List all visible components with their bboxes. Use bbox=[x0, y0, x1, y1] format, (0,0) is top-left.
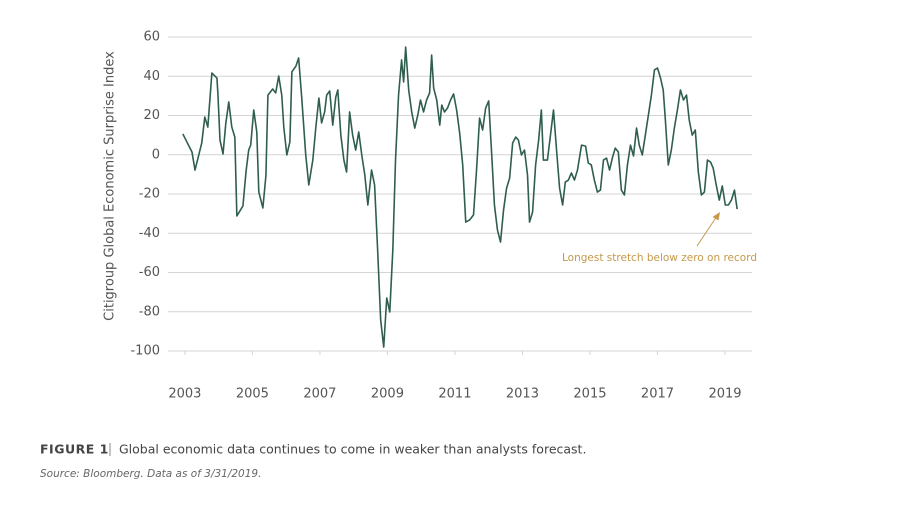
x-tick-label: 2007 bbox=[303, 387, 336, 402]
y-tick-label: -100 bbox=[130, 344, 160, 359]
x-tick-label: 2019 bbox=[708, 387, 741, 402]
ticks: -100 -80 -60 -40 -20 0 20 40 60 2003 2005 2007 2009 2… bbox=[130, 30, 741, 402]
caption: Global economic data continues to come i… bbox=[119, 442, 586, 457]
annotation-arrowhead bbox=[712, 212, 720, 221]
y-axis-label: Citigroup Global Economic Surprise Index bbox=[103, 51, 118, 321]
x-tick-label: 2005 bbox=[236, 387, 269, 402]
y-tick-label: 60 bbox=[143, 30, 160, 45]
y-tick-label: 40 bbox=[143, 69, 160, 84]
y-tick-label: -20 bbox=[139, 187, 160, 202]
data-line bbox=[182, 46, 738, 348]
x-tick-label: 2015 bbox=[573, 387, 606, 402]
annotation-arrow bbox=[696, 215, 718, 247]
x-tick-label: 2011 bbox=[438, 387, 471, 402]
source: Source: Bloomberg. Data as of 3/31/2019. bbox=[40, 468, 261, 480]
x-tick-label: 2003 bbox=[168, 387, 201, 402]
x-tick-label: 2009 bbox=[371, 387, 404, 402]
annotation: Longest stretch below zero on record bbox=[562, 252, 757, 264]
x-tick-label: 2017 bbox=[641, 387, 674, 402]
y-tick-label: -60 bbox=[139, 265, 160, 280]
figure-label: FIGURE 1 bbox=[40, 442, 109, 457]
y-tick-label: 20 bbox=[143, 108, 160, 123]
plot bbox=[182, 46, 738, 348]
y-tick-label: -80 bbox=[139, 304, 160, 319]
y-tick-label: -40 bbox=[139, 226, 160, 241]
y-tick-label: 0 bbox=[152, 147, 160, 162]
x-tick-label: 2013 bbox=[506, 387, 539, 402]
grid bbox=[168, 36, 752, 352]
